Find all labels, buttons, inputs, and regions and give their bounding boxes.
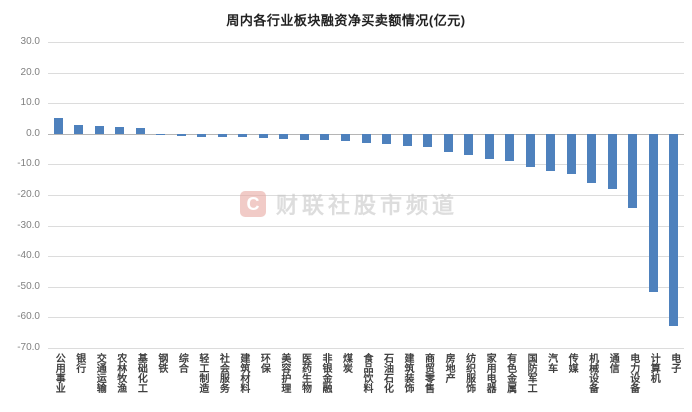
gridline	[48, 348, 684, 349]
bar	[566, 133, 576, 175]
gridline	[48, 72, 684, 74]
x-category-label: 非银金融	[319, 353, 331, 393]
x-category-label: 计算机	[648, 353, 660, 383]
bar	[607, 133, 617, 190]
bar	[546, 133, 556, 171]
x-category-label: 煤炭	[340, 353, 352, 373]
x-category-label: 家用电器	[484, 353, 496, 393]
x-category-label: 建筑材料	[237, 353, 249, 393]
y-tick-label: 0.0	[26, 127, 40, 139]
x-category-label: 通信	[607, 353, 619, 373]
bar	[135, 127, 145, 134]
bar	[587, 133, 597, 183]
bar	[279, 133, 289, 139]
y-tick-label: 10.0	[20, 97, 40, 109]
bar	[74, 124, 84, 134]
x-category-label: 纺织服饰	[463, 353, 475, 393]
x-category-label: 汽车	[545, 353, 557, 373]
y-tick-label: -10.0	[17, 158, 40, 170]
y-tick-label: -70.0	[17, 342, 40, 353]
bar	[115, 127, 125, 134]
bar	[197, 133, 207, 137]
plot-area: C 财联社股市频道	[48, 42, 684, 349]
bar	[238, 133, 248, 138]
x-category-label: 交通运输	[94, 353, 106, 393]
x-category-label: 美容护理	[278, 353, 290, 393]
bar	[156, 133, 166, 136]
bar	[669, 133, 679, 327]
x-category-label: 电力设备	[627, 353, 639, 393]
bar	[176, 133, 186, 136]
bar	[443, 133, 453, 152]
y-tick-label: 20.0	[20, 66, 40, 78]
bar	[525, 133, 535, 168]
x-category-label: 基础化工	[135, 353, 147, 393]
bar	[648, 133, 658, 293]
chart-title: 周内各行业板块融资净买卖额情况(亿元)	[226, 13, 466, 28]
x-category-label: 食品饮料	[361, 353, 372, 393]
x-category-label: 公用事业	[53, 353, 65, 393]
y-tick-label: 30.0	[20, 36, 40, 47]
bar	[382, 133, 392, 145]
y-axis: 30.0 20.0 10.0 0.0 -10.0 -20.0 -30.0 -40.0 -50.0…	[0, 36, 42, 353]
y-tick-label: -20.0	[17, 189, 40, 200]
x-category-label: 有色金属	[504, 353, 516, 393]
x-category-label: 银行	[73, 353, 85, 373]
x-category-label: 石油石化	[381, 353, 393, 393]
x-category-label: 电子	[668, 353, 680, 373]
x-category-label: 农林牧渔	[114, 353, 126, 393]
x-category-label: 机械设备	[586, 353, 598, 393]
gridline	[48, 286, 684, 288]
y-tick-label: -40.0	[17, 250, 40, 262]
x-category-label: 房地产	[443, 353, 455, 383]
y-tick-label: -60.0	[17, 311, 40, 323]
bar	[299, 133, 309, 140]
x-category-label: 国防军工	[525, 353, 537, 393]
bar	[402, 133, 412, 146]
y-tick-label: -50.0	[17, 280, 40, 292]
x-category-label: 医药生物	[299, 353, 311, 393]
gridline	[48, 103, 684, 105]
x-category-label: 综合	[176, 353, 188, 373]
bar	[484, 133, 494, 159]
gridline	[48, 195, 684, 196]
bar	[361, 133, 371, 143]
bar	[423, 133, 433, 148]
bar	[628, 133, 638, 209]
bar	[464, 133, 474, 156]
gridline	[48, 164, 684, 166]
bar	[94, 125, 104, 134]
bar	[53, 117, 63, 134]
bars-layer	[48, 42, 684, 348]
x-category-label: 传媒	[566, 353, 578, 373]
x-category-label: 钢铁	[155, 353, 167, 373]
x-category-label: 轻工制造	[196, 353, 208, 393]
x-category-label: 建筑装饰	[402, 353, 414, 393]
bar	[217, 133, 227, 137]
x-category-label: 环保	[258, 353, 270, 373]
bar	[505, 133, 515, 162]
x-category-label: 商贸零售	[422, 353, 434, 393]
bar	[320, 133, 330, 141]
x-category-label: 社会服务	[217, 353, 229, 393]
y-tick-label: -30.0	[17, 219, 40, 231]
gridline	[48, 317, 684, 319]
gridline	[48, 225, 684, 227]
gridline	[48, 42, 684, 43]
gridline	[48, 256, 684, 258]
bar	[258, 133, 268, 139]
x-axis: 公用事业 银行 交通运输 农林牧渔 基础化工 钢铁 综合 轻工制造 社会服务 建筑材料 环保 美容护理…	[48, 352, 684, 410]
bar	[340, 133, 350, 142]
